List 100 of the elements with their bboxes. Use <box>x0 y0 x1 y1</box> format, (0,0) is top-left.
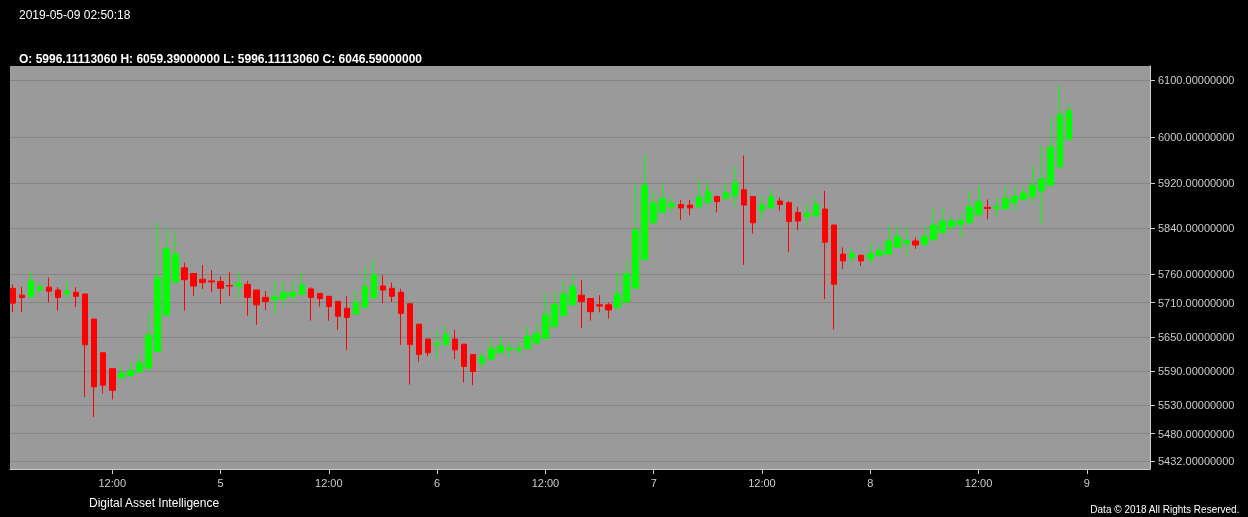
candlestick <box>542 292 549 339</box>
candlestick <box>912 237 919 250</box>
candlestick <box>569 274 576 306</box>
candlestick <box>921 226 928 245</box>
candlestick <box>650 190 657 224</box>
candlestick <box>461 343 467 383</box>
candlestick <box>551 291 558 327</box>
x-tick-label: 12:00 <box>964 476 993 489</box>
candlestick <box>136 353 143 374</box>
y-tick-label: 5840.00000000 <box>1158 222 1235 235</box>
x-tick-label: 12:00 <box>531 476 560 489</box>
y-tick-label: 5710.00000000 <box>1158 296 1235 309</box>
candlestick <box>975 184 982 216</box>
candlestick <box>948 214 955 232</box>
text: Digital Asset Intelligence <box>89 496 220 510</box>
candlestick <box>407 303 413 386</box>
candlestick <box>705 180 711 204</box>
candlestick <box>596 294 603 313</box>
candlestick <box>64 280 70 300</box>
candlestick <box>308 286 314 322</box>
candlestick <box>380 274 386 304</box>
x-tick-label: 7 <box>650 476 657 489</box>
candlestick <box>488 337 495 362</box>
candlestick <box>244 280 251 317</box>
candlestick <box>289 280 296 302</box>
candlestick <box>1011 186 1018 212</box>
y-tick-label: 5530.00000000 <box>1158 399 1235 412</box>
candlestick <box>479 351 485 369</box>
chart-subtitle: O: 5996.11113060 H: 6059.39000000 L: 5996.11113060 C: 6046.59000000 <box>19 52 423 66</box>
candlestick <box>587 298 594 322</box>
candlestick <box>786 200 792 253</box>
y-tick-label: 6000.00000000 <box>1158 131 1235 144</box>
x-tick-label: 12:00 <box>315 476 343 489</box>
y-tick-label: 5432.00000000 <box>1158 455 1235 468</box>
candlestick <box>344 295 350 351</box>
candlestick <box>362 266 368 310</box>
candlestick <box>46 276 52 304</box>
candlestick <box>452 329 458 360</box>
candlestick <box>28 271 34 300</box>
candlestick <box>190 272 197 297</box>
candlestick <box>271 280 278 315</box>
candlestick <box>804 202 810 227</box>
candlestick <box>578 279 585 329</box>
candlestick <box>939 208 946 235</box>
candlestick <box>470 353 476 386</box>
candlestick <box>759 194 765 221</box>
candlestick <box>641 153 648 261</box>
candlestick <box>1002 185 1009 211</box>
x-tick-label: 12:00 <box>748 476 776 489</box>
candlestick <box>957 211 964 239</box>
candlestick <box>443 325 449 348</box>
candlestick <box>317 292 323 308</box>
candlestick <box>73 286 79 308</box>
candlestick <box>1057 84 1063 168</box>
candlestick <box>91 318 97 418</box>
candlestick <box>10 283 16 313</box>
chart-title: 2019-05-09 02:50:18 <box>19 8 131 22</box>
candlestick <box>741 154 747 266</box>
x-tick-label: 9 <box>1083 476 1090 489</box>
y-tick-label: 5590.00000000 <box>1158 364 1235 377</box>
candlestick <box>678 199 684 221</box>
candlestick <box>82 293 88 398</box>
candlestick <box>127 360 134 380</box>
candlestick <box>894 225 901 248</box>
candlestick <box>858 254 864 267</box>
candlestick <box>1047 116 1054 186</box>
candlestick <box>226 271 233 297</box>
candlestick <box>199 264 206 290</box>
candlestick <box>822 190 828 300</box>
candlestick <box>434 329 440 360</box>
candlestick <box>1029 165 1036 204</box>
candlestick <box>930 207 937 241</box>
y-tick-label: 5760.00000000 <box>1158 268 1235 281</box>
x-tick-label: 6 <box>434 476 441 489</box>
candlestick <box>732 166 738 208</box>
candlestick <box>696 178 702 208</box>
candlestick <box>768 188 774 209</box>
candlestick <box>1038 144 1045 225</box>
candlestick <box>262 290 269 311</box>
candlestick <box>55 286 61 312</box>
x-tick-label: 12:00 <box>98 476 127 489</box>
candlestick <box>335 300 341 331</box>
candlestick <box>723 182 729 200</box>
candlestick <box>163 227 170 316</box>
y-tick-label: 5480.00000000 <box>1158 427 1235 440</box>
candlestick <box>867 242 874 265</box>
candlestick <box>831 224 837 330</box>
candlestick <box>280 280 287 307</box>
candlestick <box>299 271 305 296</box>
candlestick <box>813 196 819 217</box>
candlestick <box>714 194 720 213</box>
candlestick <box>605 302 612 320</box>
candlestick <box>876 243 883 259</box>
candlestick <box>632 182 639 289</box>
candlestick <box>506 340 513 358</box>
y-tick-label: 6100.00000000 <box>1158 74 1235 87</box>
candlestick <box>217 275 224 305</box>
candlestick <box>659 184 666 213</box>
candlestick <box>416 323 422 363</box>
candlestick <box>560 280 567 317</box>
